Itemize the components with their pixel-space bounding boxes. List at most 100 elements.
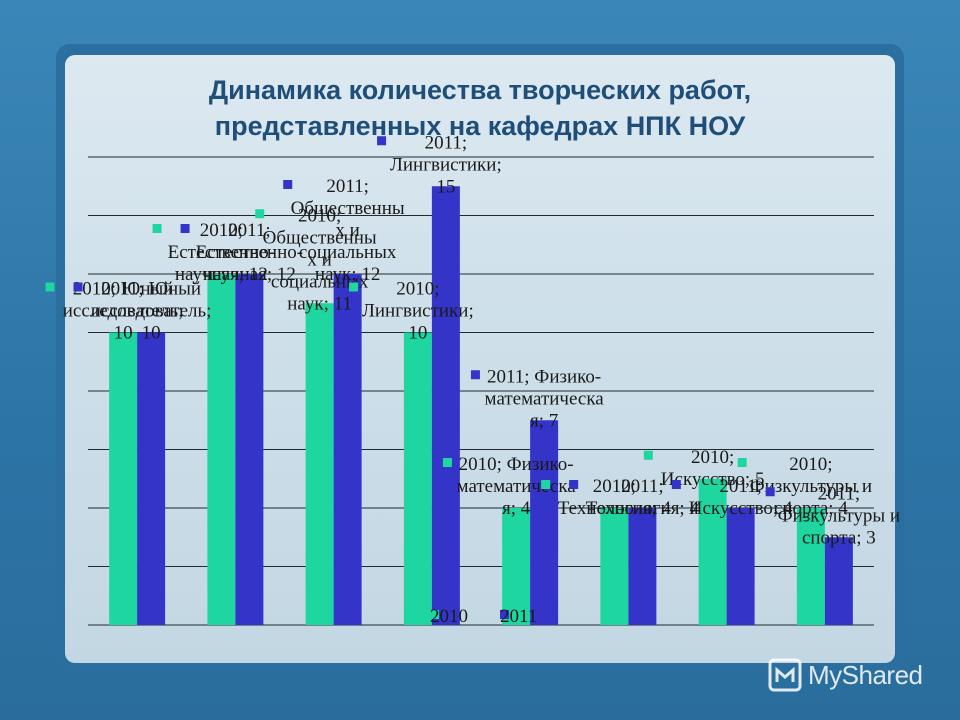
data-label-line: исследователь;	[91, 301, 212, 322]
data-label-line: 2011;	[326, 176, 369, 197]
data-label-line: Общественны	[263, 227, 377, 248]
data-label-line: 2011;	[621, 476, 664, 497]
bar-2010-3	[305, 303, 334, 625]
bar-2011-3	[333, 274, 362, 625]
bar-2011-7	[726, 508, 755, 625]
data-label-line: Технология; 4	[586, 498, 700, 519]
data-label-marker	[765, 487, 775, 497]
data-label-line: наук; 12	[315, 264, 380, 285]
data-label-line: социальных	[299, 242, 397, 263]
bar-2011-6	[628, 508, 657, 625]
data-label-2011-8: 2011; Физкультуры и спорта; 3	[778, 483, 900, 548]
data-label-line: исследователь;	[63, 301, 184, 322]
bar-2011-1	[137, 332, 166, 625]
bar-2011-4	[431, 186, 460, 625]
legend-label-2010: 2010	[430, 606, 468, 627]
data-label-marker	[180, 224, 190, 233]
data-label-line: 2010; Физико-	[459, 454, 574, 475]
bar-2011-8	[824, 537, 853, 625]
data-label-2011-1: 2011; Юный исследователь; 10	[91, 279, 212, 344]
data-label-line: 10	[114, 323, 133, 344]
data-label-marker	[442, 458, 452, 467]
data-label-line: спорта; 4	[774, 498, 848, 519]
data-label-marker	[671, 480, 681, 489]
data-label-2011-4: 2011; Лингвистики; 15	[390, 132, 502, 197]
data-label-line: 2010;	[691, 447, 734, 468]
bar-2010-6	[600, 508, 629, 625]
legend-label-2011: 2011	[500, 606, 537, 627]
data-label-line: 2011; Юный	[101, 279, 201, 300]
data-label-2011-2: 2011; Естественно-научная; 12	[196, 220, 303, 285]
data-label-line: 2011;	[425, 132, 468, 153]
data-label-2011-7: 2011; Искусство; 4	[689, 476, 793, 519]
data-label-line: 2010;	[789, 454, 832, 475]
data-label-2010-2: 2010; Естественно-научная; 12	[168, 220, 275, 285]
data-label-marker	[45, 282, 55, 292]
data-label-line: Физкультуры и	[750, 476, 872, 497]
data-label-2011-5: 2011; Физико-математическа я; 7	[485, 366, 605, 431]
data-label-marker	[349, 282, 359, 292]
bar-2010-5	[502, 508, 531, 625]
slide-panel	[65, 55, 895, 663]
data-label-line: Общественны	[291, 198, 405, 219]
data-label-marker	[255, 209, 265, 219]
bar-2011-5	[530, 420, 559, 625]
data-label-line: 2011;	[818, 483, 861, 504]
watermark-text: MyShared	[808, 659, 923, 690]
data-label-line: я; 7	[530, 410, 558, 431]
watermark: MyShared	[768, 655, 923, 695]
data-label-line: 2011;	[228, 220, 271, 241]
data-label-line: математическа	[457, 476, 577, 497]
data-label-marker	[737, 458, 747, 467]
bar-2010-1	[109, 332, 138, 625]
data-label-line: 2010; Юный	[73, 279, 174, 300]
data-label-line: социальных	[271, 271, 369, 292]
data-label-marker	[643, 450, 653, 460]
data-label-line: х и	[335, 220, 359, 241]
legend-marker-2010	[430, 610, 439, 619]
data-label-line: Искусство; 4	[689, 498, 793, 519]
data-label-line: наук; 11	[287, 293, 352, 314]
data-label-2010-3: 2010; Общественны х и социальных наук; 11	[263, 205, 377, 314]
bar-2010-7	[698, 478, 727, 625]
data-label-line: Искусство; 5	[661, 469, 765, 490]
data-label-line: 2010;	[593, 476, 636, 497]
data-label-2011-6: 2011; Технология; 4	[586, 476, 700, 519]
legend-marker-2011	[500, 610, 509, 619]
data-label-line: Лингвистики;	[390, 154, 502, 175]
slide-title: Динамика количества творческих работ, пр…	[150, 72, 810, 144]
data-label-line: Лингвистики;	[362, 301, 474, 322]
data-label-line: научная; 12	[203, 264, 296, 285]
title-line-1: Динамика количества творческих работ,	[208, 75, 752, 105]
data-label-line: 15	[436, 176, 455, 197]
data-label-2010-8: 2010; Физкультуры и спорта; 4	[750, 454, 872, 519]
data-label-2010-1: 2010; Юный исследователь; 10	[63, 279, 184, 344]
data-label-marker	[152, 224, 162, 233]
data-label-marker	[73, 282, 83, 292]
data-label-line: спорта; 3	[802, 527, 876, 548]
data-label-line: математическа	[485, 388, 605, 409]
data-label-2011-3: 2011; Общественны х и социальных наук; 12	[291, 176, 405, 285]
bar-2010-4	[403, 332, 432, 625]
bar-2011-2	[235, 274, 264, 625]
data-label-2010-7: 2010; Искусство; 5	[661, 447, 765, 490]
myshared-logo-icon	[768, 658, 802, 692]
bar-2010-8	[796, 508, 825, 625]
bar-2010-2	[207, 274, 236, 625]
data-label-line: 10	[408, 323, 427, 344]
data-label-line: 2010;	[396, 279, 439, 300]
data-label-marker	[569, 480, 579, 489]
data-label-marker	[470, 370, 480, 380]
data-label-line: 10	[142, 323, 161, 344]
data-label-line: Естественно-	[196, 242, 303, 263]
data-label-marker	[541, 480, 551, 489]
data-label-line: 2011; Физико-	[487, 366, 601, 387]
data-label-marker	[377, 136, 387, 146]
data-label-line: Естественно-	[168, 242, 275, 263]
data-label-line: 2010;	[200, 220, 243, 241]
data-label-2010-6: 2010; Технология; 4	[558, 476, 672, 519]
data-label-2010-4: 2010; Лингвистики; 10	[362, 279, 474, 344]
data-label-line: Физкультуры и	[778, 505, 900, 526]
title-line-2: представленных на кафедрах НПК НОУ	[214, 111, 746, 141]
